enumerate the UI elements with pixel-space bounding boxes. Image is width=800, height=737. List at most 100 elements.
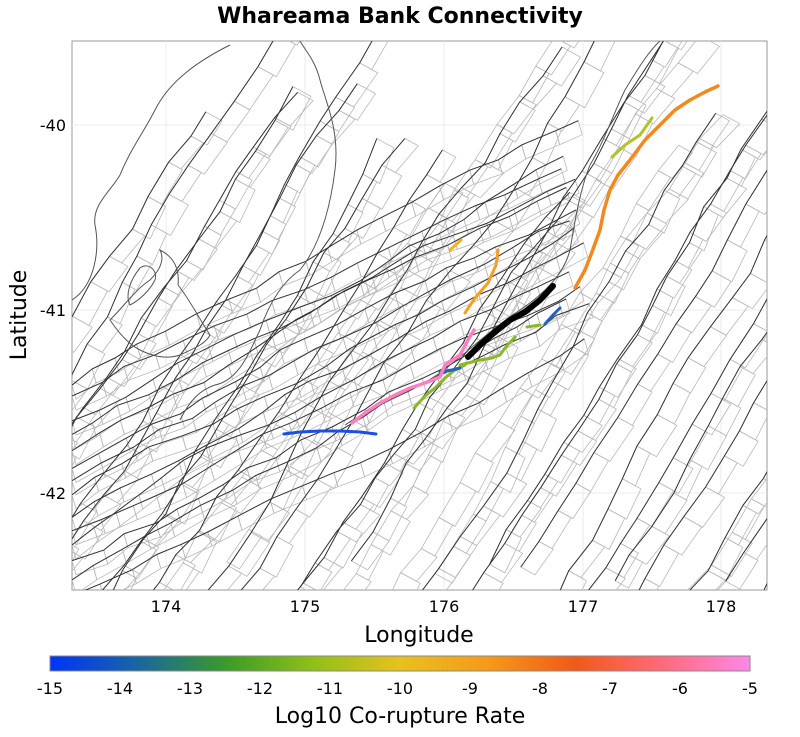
fault-trace xyxy=(84,338,585,590)
fault-subsection xyxy=(102,589,103,590)
fault-subsection xyxy=(459,452,494,494)
fault-trace xyxy=(72,187,567,435)
fault-trace xyxy=(72,41,274,376)
colorbar-tick-label: -14 xyxy=(107,679,133,698)
y-tick-label: -40 xyxy=(40,116,66,135)
colorbar-tick-label: -7 xyxy=(602,679,618,698)
fault-trace xyxy=(350,41,664,562)
fault-traces xyxy=(72,41,767,590)
rupture-orange-north-east xyxy=(573,84,720,290)
fault-trace xyxy=(72,286,581,532)
colorbar-tick-label: -10 xyxy=(387,679,413,698)
y-axis-label: Latitude xyxy=(7,270,32,361)
fault-trace xyxy=(240,41,595,590)
fault-subsection xyxy=(0,543,17,575)
rupture-green-east xyxy=(525,323,542,329)
fault-trace xyxy=(638,379,767,590)
fault-subsection xyxy=(783,409,800,455)
fault-subsection xyxy=(427,182,464,219)
fault-subsection xyxy=(550,327,596,375)
fault-subsection xyxy=(400,548,438,582)
fault-trace xyxy=(152,149,443,590)
coastline-north-island-west xyxy=(72,44,231,301)
fault-trace xyxy=(299,41,665,588)
fault-subsection xyxy=(777,561,800,599)
fault-subsection xyxy=(24,567,57,603)
fault-subsection xyxy=(578,0,612,15)
fault-trace xyxy=(689,470,767,590)
colorbar-ticks: -15 -14 -13 -12 -11 -10 -9 -8 -7 -6 -5 xyxy=(37,679,758,698)
fault-trace xyxy=(72,111,207,318)
fault-trace xyxy=(72,178,576,452)
target-fault-whareama-bank xyxy=(465,283,556,360)
fault-subsection xyxy=(766,169,767,172)
x-tick-label: 177 xyxy=(568,597,599,616)
fault-subsection xyxy=(72,439,79,451)
fault-subsection xyxy=(790,458,800,493)
colorbar-tick-label: -5 xyxy=(742,679,758,698)
fault-subsection xyxy=(496,94,537,135)
fault-subsection xyxy=(360,266,402,311)
fault-trace xyxy=(489,114,767,565)
fault-subsection xyxy=(359,41,389,71)
fault-subsection xyxy=(784,273,800,317)
fault-trace xyxy=(101,138,378,590)
fault-trace xyxy=(72,86,294,428)
rupture-orange-small xyxy=(448,238,463,252)
fault-subsection xyxy=(537,242,576,278)
rupture-orange-central xyxy=(463,248,500,315)
fault-trace xyxy=(72,298,567,562)
fault-subsection xyxy=(779,64,800,102)
fault-subsection xyxy=(289,439,333,478)
x-axis-ticks: 174 175 176 177 178 xyxy=(151,597,737,616)
fault-subsection xyxy=(612,41,615,43)
coastline-marlborough-sounds xyxy=(109,248,211,358)
rupture-blue-wellington xyxy=(282,429,378,436)
fault-subsection xyxy=(775,441,800,477)
fault-subsection xyxy=(668,162,705,200)
fault-subsection xyxy=(699,114,741,149)
fault-subsection xyxy=(370,510,411,556)
fault-subsection xyxy=(4,509,38,550)
fault-subsection xyxy=(687,588,691,590)
fault-subsection xyxy=(40,341,71,379)
fault-subsection xyxy=(482,336,519,382)
fault-subsection xyxy=(5,493,35,530)
fault-subsection xyxy=(753,380,767,411)
fault-subsection xyxy=(182,531,218,574)
fault-trace xyxy=(72,242,584,518)
x-tick-label: 176 xyxy=(429,597,460,616)
fault-subsection xyxy=(796,152,800,190)
rupture-green-wairarapa xyxy=(458,335,517,367)
fault-subsection xyxy=(595,262,630,304)
y-tick-label: -41 xyxy=(40,301,66,320)
fault-subsection xyxy=(392,572,421,590)
fault-subsection xyxy=(327,377,363,422)
fault-subsection xyxy=(792,408,800,448)
rupture-blue-east xyxy=(543,306,562,326)
x-axis-label: Longitude xyxy=(364,623,473,648)
fault-subsection xyxy=(625,212,668,250)
fault-subsection xyxy=(0,426,17,462)
fault-subsection xyxy=(2,397,36,435)
fault-subsection xyxy=(711,531,753,577)
fault-subsection xyxy=(775,344,800,377)
fault-subsection xyxy=(0,467,32,500)
fault-trace xyxy=(72,168,562,397)
fault-trace xyxy=(72,155,564,422)
fault-trace xyxy=(472,110,767,590)
colorbar-tick-label: -12 xyxy=(247,679,273,698)
fault-subsection xyxy=(0,453,5,494)
fault-trace xyxy=(72,91,299,425)
x-tick-label: 174 xyxy=(151,597,182,616)
coastline-east-cape xyxy=(589,41,661,166)
fault-subsection xyxy=(602,235,640,279)
colorbar-tick-label: -13 xyxy=(177,679,203,698)
fault-subsection xyxy=(615,0,649,15)
fault-subsection xyxy=(29,409,60,445)
fault-subsection xyxy=(769,264,800,304)
fault-trace xyxy=(207,46,563,590)
fault-trace xyxy=(520,169,767,568)
coastline-kapiti xyxy=(179,41,337,421)
